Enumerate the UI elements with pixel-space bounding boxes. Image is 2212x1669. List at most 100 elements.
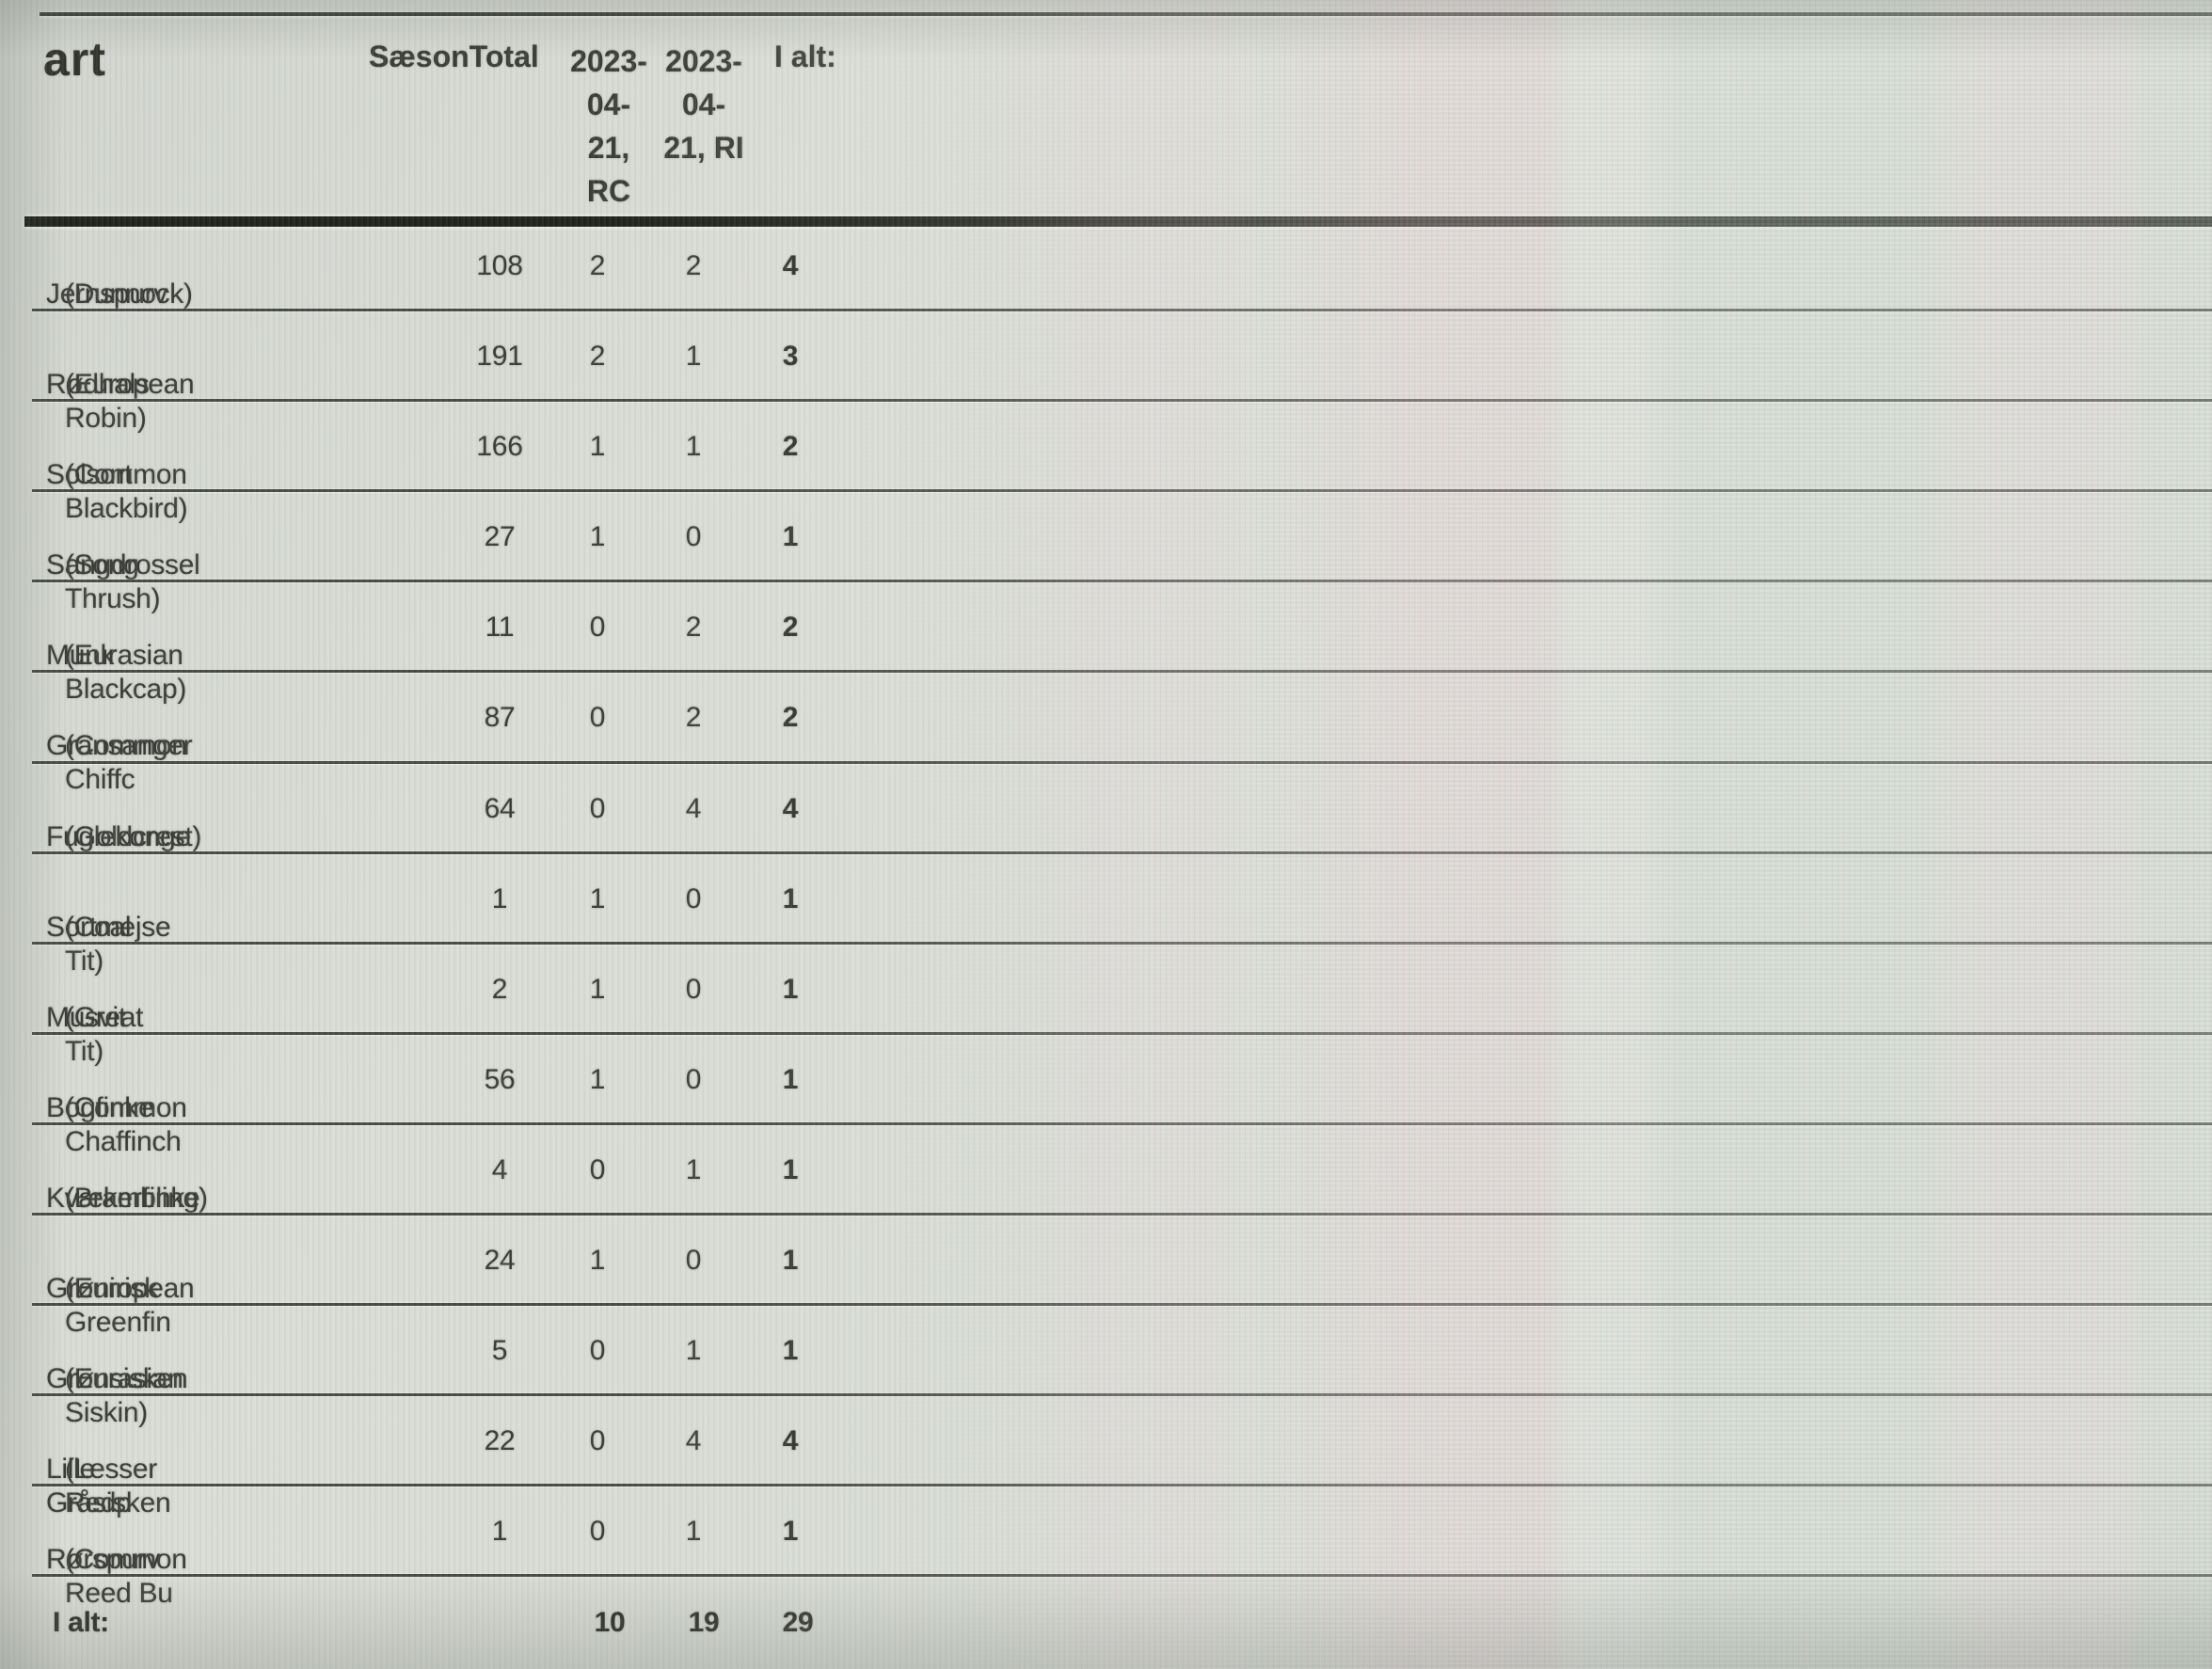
column-header-season-total: SæsonTotal (369, 40, 539, 73)
rc-count-value: 0 (589, 1335, 606, 1367)
species-name-danish: Fuglekonge (46, 820, 191, 852)
table-row: Fuglekonge (Goldcrest) 64 0 4 4 (0, 764, 2212, 854)
table-row: Rødhals (European Robin) 191 2 1 3 (0, 311, 2212, 434)
ri-count-value: 0 (685, 1063, 702, 1095)
ri-count-value: 2 (685, 702, 702, 734)
ri-count-value: 4 (685, 1425, 702, 1457)
row-total-value: 1 (782, 521, 799, 553)
row-total-value: 2 (782, 612, 799, 644)
season-total-value: 108 (476, 250, 523, 281)
ri-count-value: 0 (685, 973, 702, 1005)
table-header: art SæsonTotal 2023- 04- 21, RC 2023- 04… (0, 0, 2212, 216)
ri-count-value: 1 (685, 1335, 702, 1367)
table-row: Grønsisken (Eurasian Siskin) 5 0 1 1 (0, 1306, 2212, 1428)
row-total-value: 1 (782, 973, 799, 1005)
table-row: Lille Gråsisken (Lesser Redp 22 0 4 4 (0, 1396, 2212, 1518)
row-total-value: 4 (782, 250, 799, 281)
season-total-value: 27 (484, 521, 516, 553)
ri-count-value: 1 (685, 431, 702, 463)
table-row: Gransanger (Common Chiffc 87 0 2 2 (0, 673, 2212, 795)
table-row: Musvit (Great Tit) 2 1 0 1 (0, 945, 2212, 1067)
ri-count-value: 1 (685, 1516, 702, 1548)
species-name-english: (Common Chiffc (65, 730, 187, 796)
ri-count-value: 4 (685, 792, 702, 824)
season-total-value: 2 (491, 973, 508, 1005)
season-total-value: 4 (491, 1153, 508, 1185)
column-header-i-alt: I alt: (774, 40, 836, 73)
row-total-value: 4 (782, 792, 799, 824)
rc-count-value: 0 (589, 612, 606, 644)
species-name-danish: Rørspurv (46, 1544, 160, 1576)
footer-total-overall: 29 (782, 1607, 814, 1638)
footer-total-ri: 19 (688, 1607, 720, 1638)
species-name-english: (Common Reed Bu (65, 1544, 187, 1610)
ri-count-value: 0 (685, 882, 702, 914)
season-total-value: 1 (491, 1516, 508, 1548)
species-name-english: (Eurasian Blackcap) (65, 640, 187, 706)
table-row: Grønirisk (European Greenfin 24 1 0 1 (0, 1216, 2212, 1338)
table-body: Jernspurv (Dunnock) 108 2 2 4 Rødhals (European… (0, 221, 2212, 1609)
footer-total-rc: 10 (594, 1607, 626, 1638)
species-name-english: (European Robin) (65, 369, 195, 435)
table-row: Sangdrossel (Song Thrush) 27 1 0 1 (0, 492, 2212, 614)
season-total-value: 11 (485, 612, 515, 644)
species-name-english: (Brambling) (65, 1182, 208, 1214)
species-name-danish: Grønsisken (46, 1363, 188, 1395)
species-name-english: (Song Thrush) (65, 549, 161, 615)
season-total-value: 64 (484, 792, 516, 824)
rc-count-value: 1 (589, 431, 606, 463)
column-header-art: art (43, 33, 106, 86)
season-total-value: 22 (484, 1425, 516, 1457)
table-row: Solsort (Common Blackbird) 166 1 1 2 (0, 402, 2212, 524)
species-name-english: (Eurasian Siskin) (65, 1363, 183, 1429)
rc-count-value: 0 (589, 1153, 606, 1185)
species-name-danish: Kvækerfinke (46, 1182, 200, 1214)
species-name-english: (Goldcrest) (65, 820, 202, 852)
row-total-value: 4 (782, 1425, 799, 1457)
row-total-value: 1 (782, 882, 799, 914)
rc-count-value: 1 (589, 973, 606, 1005)
species-name-danish: Lille Gråsisken (46, 1454, 171, 1519)
rc-count-value: 2 (589, 341, 606, 373)
ri-count-value: 0 (685, 521, 702, 553)
season-total-value: 1 (491, 882, 508, 914)
rc-count-value: 0 (589, 1425, 606, 1457)
rc-count-value: 2 (589, 250, 606, 281)
species-name-danish: Sortmejse (46, 911, 171, 943)
rc-count-value: 1 (589, 521, 606, 553)
species-name-english: (Common Chaffinch (65, 1091, 187, 1157)
species-name-danish: Grønirisk (46, 1273, 158, 1305)
species-name-english: (Dunnock) (65, 278, 193, 310)
species-name-danish: Gransanger (46, 730, 193, 762)
row-total-value: 1 (782, 1153, 799, 1185)
table-footer-row: I alt: 10 19 29 (0, 1578, 2212, 1669)
species-name-danish: Sangdrossel (46, 549, 200, 581)
ri-count-value: 2 (685, 612, 702, 644)
rc-count-value: 1 (589, 882, 606, 914)
season-total-value: 5 (491, 1335, 508, 1367)
species-name-english: (Coal Tit) (65, 911, 132, 977)
season-total-value: 87 (484, 702, 516, 734)
rc-count-value: 0 (589, 1516, 606, 1548)
row-total-value: 1 (782, 1245, 799, 1277)
rc-count-value: 0 (589, 702, 606, 734)
table-row: Munk (Eurasian Blackcap) 11 0 2 2 (0, 582, 2212, 705)
table-row: Jernspurv (Dunnock) 108 2 2 4 (0, 221, 2212, 312)
species-name-danish: Munk (46, 640, 115, 672)
species-name-danish: Rødhals (46, 369, 150, 401)
ri-count-value: 2 (685, 250, 702, 281)
season-total-value: 191 (476, 341, 523, 373)
species-name-english: (Lesser Redp (65, 1454, 157, 1519)
species-name-danish: Musvit (46, 1001, 126, 1033)
species-name-danish: Jernspurv (46, 278, 168, 310)
ri-count-value: 0 (685, 1245, 702, 1277)
table-row: Rørspurv (Common Reed Bu 1 0 1 1 (0, 1486, 2212, 1609)
species-name-danish: Bogfinke (46, 1091, 154, 1123)
row-total-value: 3 (782, 341, 799, 373)
table-row: Kvækerfinke (Brambling) 4 0 1 1 (0, 1125, 2212, 1216)
species-name-danish: Solsort (46, 459, 133, 491)
rc-count-value: 0 (589, 792, 606, 824)
column-header-2023-04-21-ri: 2023- 04- 21, RI (663, 44, 744, 165)
species-name-english: (Common Blackbird) (65, 459, 188, 525)
